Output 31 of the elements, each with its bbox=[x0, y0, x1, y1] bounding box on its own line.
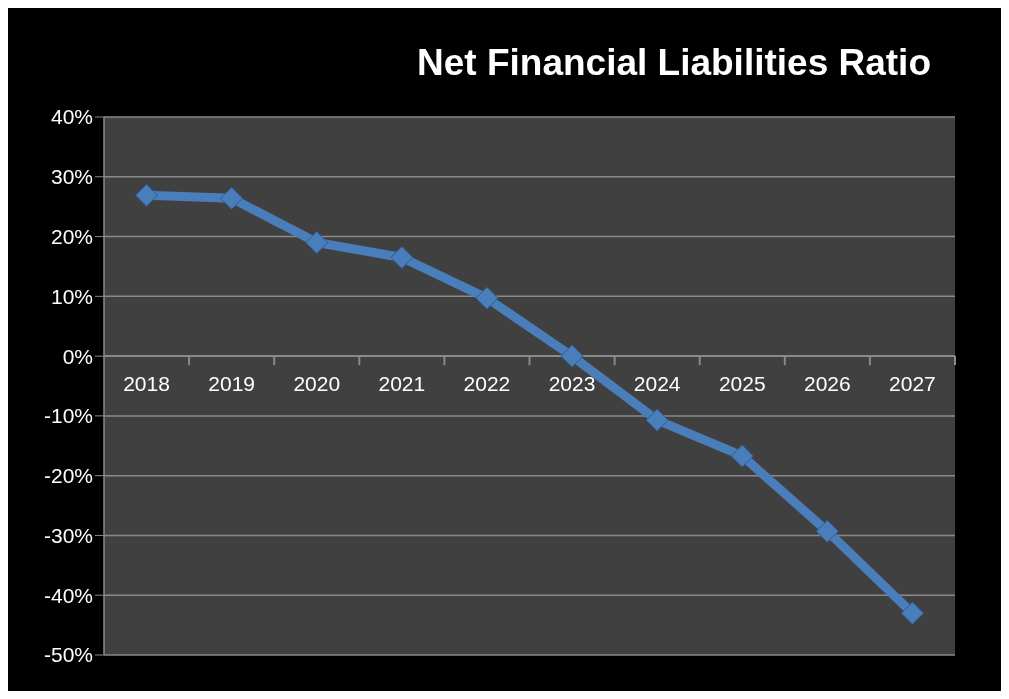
x-tick-label: 2023 bbox=[548, 372, 596, 396]
y-tick-label: 20% bbox=[50, 225, 93, 249]
point bbox=[645, 408, 669, 432]
x-tick-label: 2020 bbox=[293, 372, 341, 396]
point bbox=[815, 519, 839, 543]
x-tick-label: 2018 bbox=[123, 372, 170, 396]
x-tick-label: 2022 bbox=[463, 372, 511, 396]
y-tick-label: 40% bbox=[50, 105, 93, 129]
chart-title: Net Financial Liabilities Ratio bbox=[417, 42, 931, 84]
y-tick-label: -10% bbox=[43, 404, 93, 428]
y-tick-label: 10% bbox=[50, 284, 93, 308]
x-tick-label: 2025 bbox=[718, 372, 766, 396]
x-tick-label: 2019 bbox=[208, 372, 256, 396]
point bbox=[560, 344, 584, 368]
y-tick-label: -40% bbox=[43, 583, 93, 607]
point bbox=[135, 183, 159, 207]
point bbox=[390, 245, 414, 269]
point bbox=[475, 286, 499, 310]
x-tick-label: 2027 bbox=[889, 372, 936, 396]
point bbox=[900, 601, 924, 625]
x-tick-label: 2021 bbox=[378, 372, 426, 396]
y-tick-label: 30% bbox=[50, 165, 93, 189]
point bbox=[305, 231, 329, 255]
point bbox=[730, 444, 754, 468]
y-tick-label: 0% bbox=[62, 344, 93, 368]
point bbox=[220, 186, 244, 210]
x-tick-label: 2024 bbox=[633, 372, 681, 396]
y-tick-label: -50% bbox=[43, 643, 93, 667]
x-tick-label: 2026 bbox=[803, 372, 851, 396]
y-tick-label: -30% bbox=[43, 523, 93, 547]
y-tick-label: -20% bbox=[43, 464, 93, 488]
